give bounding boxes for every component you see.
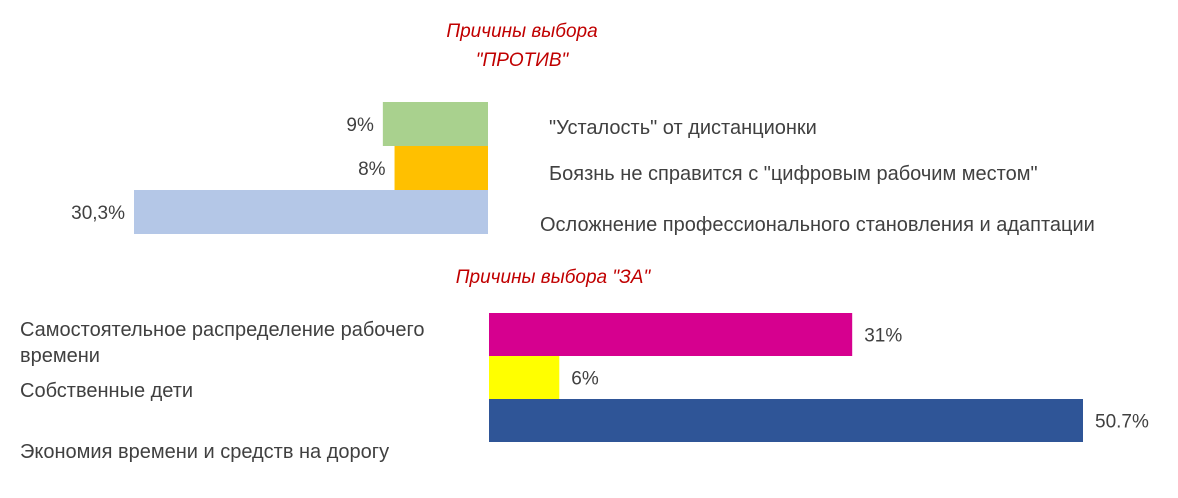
chart-for: 31% 6% 50.7% Самостоятельное распределение … (20, 313, 1149, 463)
bar-against-2 (394, 146, 488, 190)
bar-against-1 (382, 102, 488, 146)
category-label-for-1-line-1: Самостоятельное распределение рабочего (20, 319, 425, 341)
chart-against: 9% 8% 30,3% "Усталость" от дистанционки Бояз… (71, 102, 1095, 236)
value-label-for-1: 31% (864, 326, 902, 347)
chart-against-title-line-2: "ПРОТИВ" (476, 50, 570, 71)
category-label-against-1: "Усталость" от дистанционки (549, 117, 817, 139)
value-label-against-3: 30,3% (71, 203, 125, 224)
bar-for-3 (489, 399, 1083, 442)
bar-for-2 (489, 356, 560, 399)
chart-against-title-line-1: Причины выбора (446, 21, 597, 42)
category-label-for-2: Собственные дети (20, 380, 193, 402)
value-label-for-2: 6% (571, 369, 599, 390)
value-label-against-2: 8% (358, 159, 386, 180)
category-label-against-2: Боязнь не справится с "цифровым рабочим … (549, 163, 1038, 185)
chart-for-title: Причины выбора "ЗА" (456, 267, 652, 288)
category-label-against-3: Осложнение профессионального становления… (540, 214, 1095, 236)
value-label-against-1: 9% (346, 115, 374, 136)
bar-against-3 (134, 190, 488, 234)
value-label-for-3: 50.7% (1095, 412, 1149, 433)
bar-for-1 (489, 313, 853, 356)
category-label-for-1-line-2: времени (20, 345, 100, 367)
category-label-for-3: Экономия времени и средств на дорогу (20, 441, 389, 463)
